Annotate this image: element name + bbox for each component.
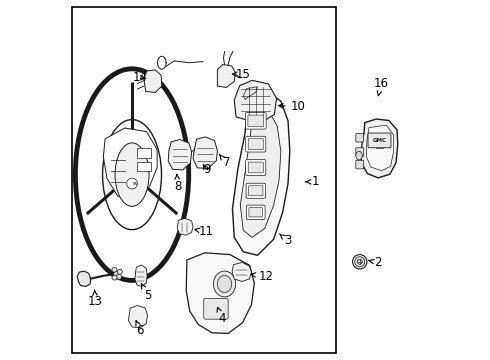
Polygon shape bbox=[232, 89, 290, 255]
Text: GMC: GMC bbox=[372, 138, 387, 143]
Text: 12: 12 bbox=[251, 270, 273, 283]
Circle shape bbox=[357, 259, 362, 264]
Text: 14: 14 bbox=[132, 71, 147, 84]
Polygon shape bbox=[218, 64, 235, 87]
FancyBboxPatch shape bbox=[248, 186, 263, 196]
Polygon shape bbox=[186, 253, 254, 333]
Polygon shape bbox=[243, 87, 258, 99]
FancyBboxPatch shape bbox=[245, 113, 266, 129]
Text: 10: 10 bbox=[279, 100, 305, 113]
FancyBboxPatch shape bbox=[248, 115, 264, 127]
Polygon shape bbox=[168, 139, 192, 170]
FancyBboxPatch shape bbox=[137, 148, 151, 158]
FancyBboxPatch shape bbox=[245, 136, 266, 152]
FancyBboxPatch shape bbox=[137, 162, 151, 171]
Polygon shape bbox=[144, 70, 162, 93]
Text: 5: 5 bbox=[141, 284, 151, 302]
FancyBboxPatch shape bbox=[356, 160, 364, 169]
FancyBboxPatch shape bbox=[356, 148, 364, 156]
Circle shape bbox=[114, 271, 119, 276]
Ellipse shape bbox=[214, 271, 236, 297]
Circle shape bbox=[112, 275, 117, 280]
Polygon shape bbox=[128, 306, 147, 328]
Polygon shape bbox=[135, 265, 147, 287]
Bar bbox=[72, 7, 336, 353]
Text: 2: 2 bbox=[368, 256, 381, 269]
FancyBboxPatch shape bbox=[246, 183, 266, 198]
Text: 13: 13 bbox=[88, 290, 103, 309]
FancyBboxPatch shape bbox=[249, 208, 263, 217]
Text: 15: 15 bbox=[233, 68, 251, 81]
Polygon shape bbox=[177, 219, 193, 235]
Text: 16: 16 bbox=[374, 77, 389, 96]
Ellipse shape bbox=[218, 275, 232, 293]
Ellipse shape bbox=[115, 143, 149, 206]
Text: 8: 8 bbox=[174, 174, 181, 193]
Ellipse shape bbox=[356, 151, 362, 160]
FancyBboxPatch shape bbox=[368, 133, 391, 148]
Ellipse shape bbox=[75, 69, 189, 280]
Polygon shape bbox=[366, 125, 393, 171]
FancyBboxPatch shape bbox=[204, 298, 228, 319]
Ellipse shape bbox=[102, 120, 162, 230]
Text: 1: 1 bbox=[306, 175, 318, 188]
Text: 4: 4 bbox=[217, 307, 225, 325]
FancyBboxPatch shape bbox=[248, 162, 263, 173]
Circle shape bbox=[353, 255, 367, 269]
Polygon shape bbox=[232, 262, 251, 282]
FancyBboxPatch shape bbox=[248, 139, 263, 149]
Text: 9: 9 bbox=[203, 163, 210, 176]
FancyBboxPatch shape bbox=[245, 159, 266, 175]
Text: 7: 7 bbox=[220, 155, 230, 169]
Text: PA: PA bbox=[133, 181, 138, 186]
Text: 6: 6 bbox=[136, 321, 144, 337]
Polygon shape bbox=[77, 271, 91, 287]
Text: 3: 3 bbox=[279, 234, 292, 247]
Polygon shape bbox=[234, 80, 276, 122]
Polygon shape bbox=[240, 105, 281, 237]
Polygon shape bbox=[361, 119, 398, 178]
Text: 11: 11 bbox=[195, 225, 214, 238]
FancyBboxPatch shape bbox=[356, 134, 364, 142]
FancyBboxPatch shape bbox=[246, 205, 265, 220]
Circle shape bbox=[117, 269, 122, 274]
Circle shape bbox=[355, 257, 365, 267]
Circle shape bbox=[126, 178, 137, 189]
Circle shape bbox=[112, 267, 117, 272]
Polygon shape bbox=[193, 137, 218, 168]
Circle shape bbox=[117, 274, 122, 279]
Polygon shape bbox=[103, 128, 157, 200]
